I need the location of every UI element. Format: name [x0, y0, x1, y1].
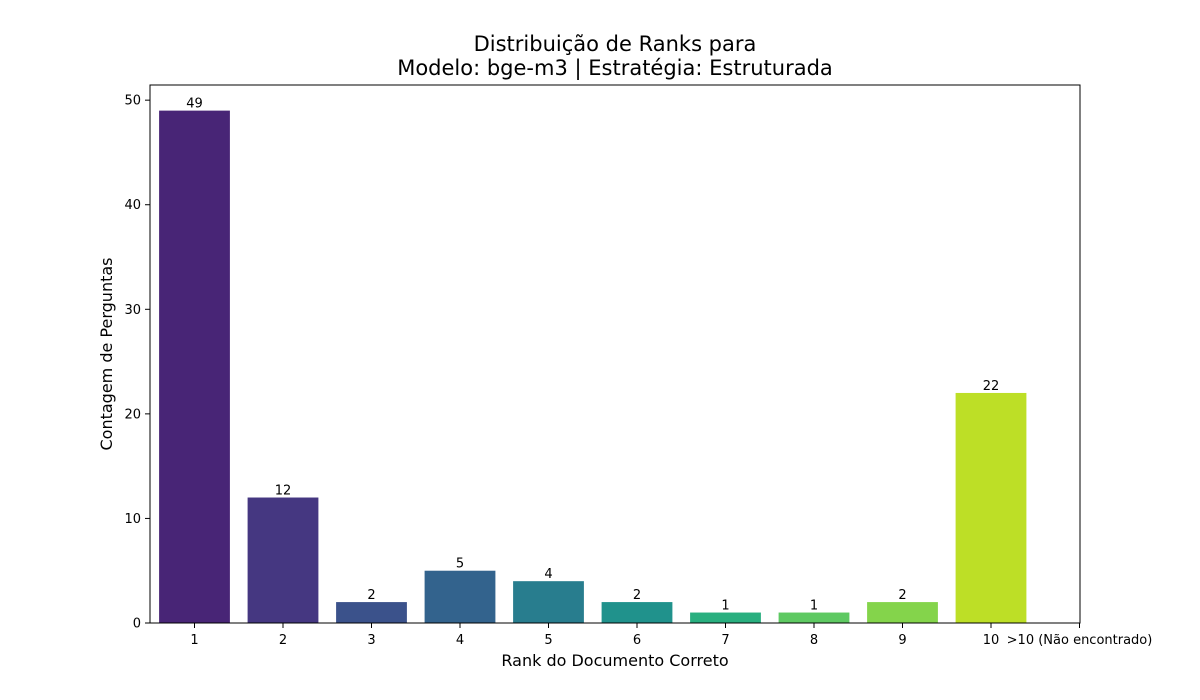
y-tick-label: 20 — [124, 407, 141, 422]
bars-layer — [159, 110, 1027, 624]
bar-rank-5 — [513, 581, 584, 623]
bar-rank-2 — [247, 497, 319, 623]
bar-rank-9 — [867, 602, 938, 623]
y-axis-ticks: 0 10 20 30 40 50 — [124, 94, 150, 632]
bar-rank-6 — [601, 602, 673, 623]
x-tick-label: 1 — [190, 633, 198, 648]
data-label-1: 49 — [186, 97, 203, 112]
bar-rank-1 — [159, 110, 230, 624]
y-tick-label: 40 — [124, 198, 141, 213]
bar-rank-4 — [424, 570, 496, 623]
data-label-4: 5 — [456, 557, 464, 572]
x-tick-label: 4 — [456, 633, 464, 648]
data-label-7: 1 — [721, 599, 729, 614]
data-label-5: 4 — [544, 567, 552, 582]
x-tick-label: 9 — [898, 633, 906, 648]
bar-rank-3 — [336, 602, 407, 623]
y-tick-label: 30 — [124, 303, 141, 318]
data-label-2: 12 — [275, 484, 292, 499]
chart-title-line1: Distribuição de Ranks para — [474, 32, 757, 56]
data-label-3: 2 — [367, 588, 375, 603]
data-label-8: 1 — [810, 599, 818, 614]
x-tick-label: 5 — [544, 633, 552, 648]
chart-title-line2: Modelo: bge-m3 | Estratégia: Estruturada — [397, 56, 833, 81]
x-tick-label: 6 — [633, 633, 641, 648]
x-tick-label: 3 — [367, 633, 375, 648]
data-label-10: 22 — [983, 379, 1000, 394]
data-label-9: 2 — [898, 588, 906, 603]
x-tick-label: 10 — [983, 633, 1000, 648]
plot-area-frame — [149, 84, 1081, 624]
data-label-6: 2 — [633, 588, 641, 603]
x-axis-label: Rank do Documento Correto — [501, 651, 728, 670]
y-tick-label: 0 — [133, 617, 141, 632]
x-tick-label: >10 (Não encontrado) — [1007, 633, 1153, 648]
x-tick-label: 2 — [279, 633, 287, 648]
bar-rank-10 — [955, 392, 1027, 623]
bar-rank-7 — [690, 612, 761, 623]
x-axis-ticks: 1 2 3 4 5 6 7 8 9 10 >10 (Não encontrado) — [190, 623, 1152, 648]
y-axis-label: Contagem de Perguntas — [97, 257, 116, 450]
x-tick-label: 7 — [721, 633, 729, 648]
y-tick-label: 50 — [124, 94, 141, 109]
x-tick-label: 8 — [810, 633, 818, 648]
bar-rank-8 — [778, 612, 850, 623]
y-tick-label: 10 — [124, 512, 141, 527]
